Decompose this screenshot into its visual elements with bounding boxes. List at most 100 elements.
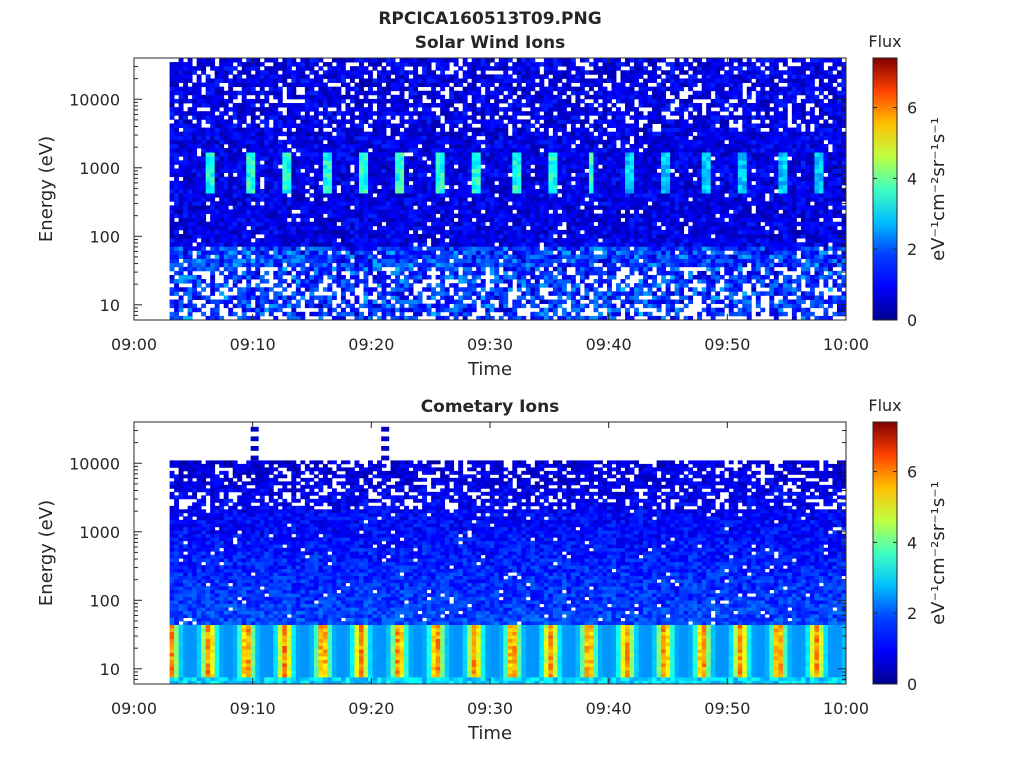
heatmap-cell xyxy=(205,160,211,165)
heatmap-cell xyxy=(250,74,256,79)
heatmap-cell xyxy=(174,229,180,235)
heatmap-cell xyxy=(417,246,423,251)
heatmap-cell xyxy=(232,131,238,137)
heatmap-cell xyxy=(237,172,243,178)
heatmap-cell xyxy=(422,234,428,239)
heatmap-cell xyxy=(575,160,581,165)
heatmap-cell xyxy=(277,254,283,259)
heatmap-cell xyxy=(268,254,274,259)
heatmap-cell xyxy=(548,143,554,149)
heatmap-cell xyxy=(372,168,378,174)
heatmap-cell xyxy=(300,201,306,206)
heatmap-cell xyxy=(471,127,477,133)
heatmap-cell xyxy=(255,107,261,112)
heatmap-cell xyxy=(295,78,301,83)
heatmap-cell xyxy=(264,66,270,71)
heatmap-cell xyxy=(525,172,531,178)
heatmap-cell xyxy=(246,315,252,321)
heatmap-cell xyxy=(196,279,202,284)
heatmap-cell xyxy=(548,168,554,174)
heatmap-cell xyxy=(214,90,220,96)
heatmap-cell xyxy=(309,139,315,145)
heatmap-cell xyxy=(358,279,364,284)
heatmap-cell xyxy=(458,279,464,284)
heatmap-cell xyxy=(372,131,378,137)
heatmap-cell xyxy=(377,111,382,116)
heatmap-cell xyxy=(295,213,301,219)
heatmap-cell xyxy=(485,176,491,182)
heatmap-cell xyxy=(368,238,373,243)
heatmap-cell xyxy=(358,70,364,75)
heatmap-cell xyxy=(561,143,567,149)
heatmap-cell xyxy=(223,283,229,288)
heatmap-cell xyxy=(277,279,283,284)
heatmap-cell xyxy=(462,107,468,112)
heatmap-cell xyxy=(494,111,500,116)
heatmap-cell xyxy=(187,193,193,198)
heatmap-cell xyxy=(282,103,288,108)
heatmap-cell xyxy=(318,176,324,182)
heatmap-cell xyxy=(476,205,482,210)
heatmap-cell xyxy=(557,172,563,178)
heatmap-cell xyxy=(187,254,193,259)
heatmap-cell xyxy=(435,225,441,231)
heatmap-cell xyxy=(516,205,522,210)
heatmap-cell xyxy=(381,201,387,206)
heatmap-cell xyxy=(183,197,189,202)
heatmap-cell xyxy=(336,250,342,255)
heatmap-cell xyxy=(255,315,261,321)
heatmap-cell xyxy=(449,217,455,223)
heatmap-cell xyxy=(485,180,491,186)
heatmap-cell xyxy=(530,209,536,214)
heatmap-cell xyxy=(570,299,576,305)
heatmap-cell xyxy=(354,234,360,239)
heatmap-cell xyxy=(196,172,202,178)
heatmap-cell xyxy=(548,254,554,259)
heatmap-cell xyxy=(494,152,500,157)
heatmap-cell xyxy=(196,307,202,313)
heatmap-cell xyxy=(530,287,536,292)
heatmap-cell xyxy=(404,164,409,169)
heatmap-cell xyxy=(178,295,184,300)
heatmap-cell xyxy=(255,307,261,313)
heatmap-cell xyxy=(174,152,180,157)
heatmap-cell xyxy=(363,315,369,321)
heatmap-cell xyxy=(331,180,337,186)
heatmap-cell xyxy=(174,197,180,202)
heatmap-cell xyxy=(345,148,351,153)
heatmap-cell xyxy=(548,184,554,190)
heatmap-cell xyxy=(381,107,387,112)
heatmap-cell xyxy=(512,246,518,251)
heatmap-cell xyxy=(476,160,482,165)
heatmap-cell xyxy=(327,98,333,104)
heatmap-cell xyxy=(440,164,446,169)
heatmap-cell xyxy=(395,103,400,108)
heatmap-cell xyxy=(399,283,405,288)
heatmap-cell xyxy=(363,274,369,280)
heatmap-cell xyxy=(241,189,247,194)
heatmap-cell xyxy=(277,246,283,251)
heatmap-cell xyxy=(458,127,464,133)
heatmap-cell xyxy=(539,229,545,235)
heatmap-cell xyxy=(449,176,455,182)
heatmap-cell xyxy=(219,94,225,100)
heatmap-cell xyxy=(295,242,301,247)
heatmap-cell xyxy=(246,103,252,108)
heatmap-cell xyxy=(295,94,301,100)
heatmap-cell xyxy=(512,234,518,239)
heatmap-cell xyxy=(349,197,355,202)
heatmap-cell xyxy=(250,82,256,88)
heatmap-cell xyxy=(399,279,405,284)
heatmap-cell xyxy=(313,229,319,235)
heatmap-cell xyxy=(214,131,220,137)
heatmap-cell xyxy=(241,209,247,214)
heatmap-cell xyxy=(210,168,216,174)
heatmap-cell xyxy=(534,82,540,88)
heatmap-cell xyxy=(467,115,473,120)
heatmap-cell xyxy=(300,266,306,272)
heatmap-cell xyxy=(345,221,351,227)
heatmap-cell xyxy=(476,234,482,239)
heatmap-cell xyxy=(404,242,409,247)
heatmap-cell xyxy=(363,176,369,182)
heatmap-cell xyxy=(395,70,400,75)
